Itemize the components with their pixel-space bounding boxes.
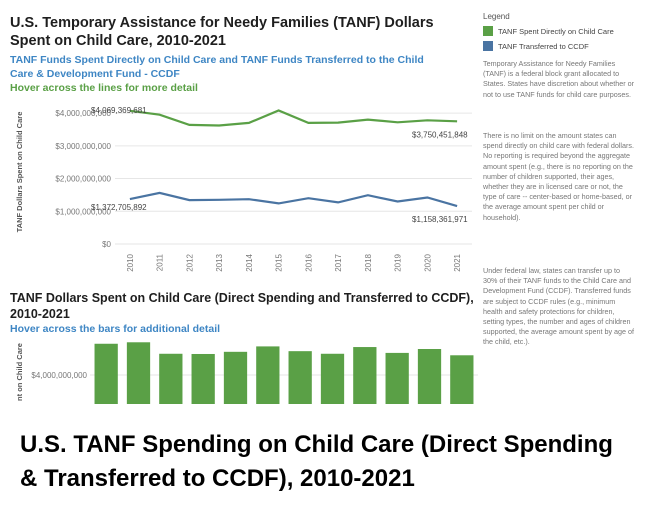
legend-item-direct[interactable]: TANF Spent Directly on Child Care xyxy=(483,26,648,36)
note-ccdf-transfer: Under federal law, states can transfer u… xyxy=(483,266,635,347)
legend: Legend TANF Spent Directly on Child Care… xyxy=(483,12,648,56)
bar-2021 xyxy=(450,355,474,404)
line-chart-y-tick-label: $4,000,000,000 xyxy=(55,109,111,118)
legend-swatch-transferred xyxy=(483,41,493,51)
page-title: U.S. Temporary Assistance for Needy Fami… xyxy=(10,15,434,49)
line-chart-x-tick-label: 2016 xyxy=(304,253,313,271)
bar-2012 xyxy=(159,353,183,404)
legend-item-transferred[interactable]: TANF Transferred to CCDF xyxy=(483,41,648,51)
line-data-label: $1,372,705,892 xyxy=(91,203,147,212)
line-chart-x-tick-label: 2015 xyxy=(275,253,284,271)
bar-hover-hint: Hover across the bars for additional det… xyxy=(10,323,221,335)
line-chart-y-tick-label: $1,000,000,000 xyxy=(55,207,111,216)
line-chart-x-tick-label: 2019 xyxy=(394,253,403,271)
line-chart-y-tick-label: $3,000,000,000 xyxy=(55,142,111,151)
line-chart-x-tick-label: 2021 xyxy=(453,253,462,271)
bar-2017 xyxy=(320,353,345,404)
line-data-label: $4,069,369,681 xyxy=(91,106,147,115)
line-chart-x-tick-label: 2010 xyxy=(126,253,135,271)
chart-subtitle: TANF Funds Spent Directly on Child Care … xyxy=(10,54,424,80)
line-chart-y-tick-label: $2,000,000,000 xyxy=(55,175,111,184)
bar-2018 xyxy=(353,347,377,404)
screenshot: U.S. Temporary Assistance for Needy Fami… xyxy=(10,12,648,404)
bar-chart-y-axis-label: nt on Child Care xyxy=(15,343,24,401)
bar-chart-y-tick-label: $4,000,000,000 xyxy=(31,371,87,380)
bar-2011 xyxy=(126,342,151,404)
bar-2014 xyxy=(223,351,248,404)
bar-2015 xyxy=(256,346,280,404)
image-caption: U.S. TANF Spending on Child Care (Direct… xyxy=(20,431,613,492)
legend-label-direct: TANF Spent Directly on Child Care xyxy=(498,26,614,36)
line-chart-y-axis-label: TANF Dollars Spent on Child Care xyxy=(15,112,24,233)
bar-2019 xyxy=(385,352,409,404)
line-chart-x-tick-label: 2012 xyxy=(185,253,194,271)
line-chart-x-tick-label: 2011 xyxy=(156,253,165,271)
bar-2016 xyxy=(288,351,312,404)
line-series-direct xyxy=(129,109,458,127)
legend-label-transferred: TANF Transferred to CCDF xyxy=(498,41,589,51)
line-chart-x-tick-label: 2014 xyxy=(245,253,254,271)
bar-2020 xyxy=(417,349,442,404)
bar-2013 xyxy=(191,353,215,404)
note-direct-spending: There is no limit on the amount states c… xyxy=(483,131,635,222)
line-chart-x-tick-label: 2013 xyxy=(215,253,224,271)
line-chart-x-tick-label: 2017 xyxy=(334,253,343,271)
line-chart-x-tick-label: 2018 xyxy=(364,253,373,271)
note-tanf-block-grant: Temporary Assistance for Needy Families … xyxy=(483,59,635,99)
legend-title: Legend xyxy=(483,12,510,21)
line-chart-x-tick-label: 2020 xyxy=(423,253,432,271)
line-chart-y-tick-label: $0 xyxy=(102,240,111,249)
charts-canvas: $0 $1,000,000,000 $2,000,000,000 $3,000,000… xyxy=(15,106,478,404)
line-data-label: $3,750,451,848 xyxy=(412,130,468,139)
bar-chart-title: TANF Dollars Spent on Child Care (Direct… xyxy=(10,291,474,321)
line-data-label: $1,158,361,971 xyxy=(412,215,468,224)
legend-swatch-direct xyxy=(483,26,493,36)
line-series-transferred xyxy=(129,191,458,208)
bar-2010 xyxy=(94,343,118,404)
hover-hint: Hover across the lines for more detail xyxy=(10,82,198,94)
